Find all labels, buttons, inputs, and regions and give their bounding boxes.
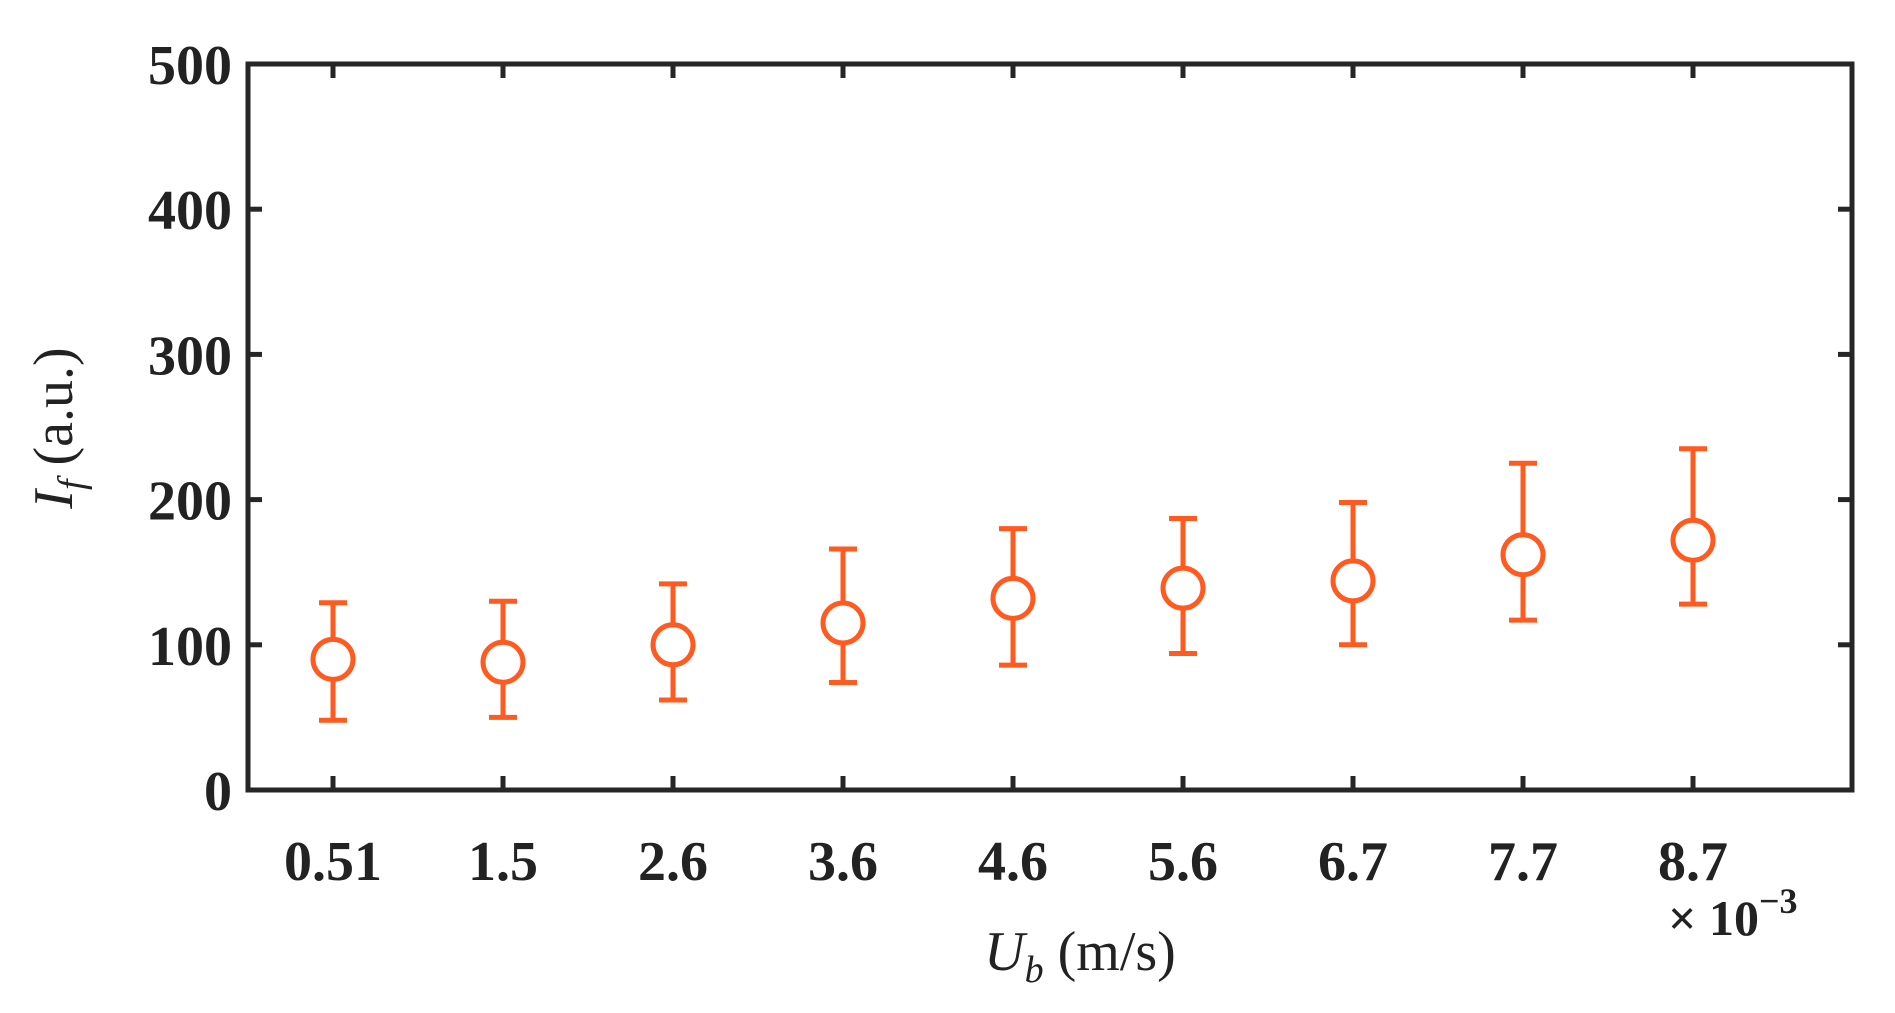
data-point-group [820,546,866,686]
y-tick-label: 300 [148,325,232,387]
x-tick-label: 5.6 [1148,831,1218,893]
x-axis-multiplier: × 10−3 [1668,881,1798,946]
x-tick-label: 4.6 [978,831,1048,893]
x-axis-label-subscript: b [1025,949,1044,991]
data-point-marker [480,639,526,685]
x-axis-label-unit: (m/s) [1044,921,1176,983]
axes [245,61,1855,793]
data-point-marker [820,600,866,646]
x-tick-label: 8.7 [1658,831,1728,893]
data-point-group [310,600,356,723]
axis-labels: Ub (m/s) If (a.u.) × 10−3 [23,347,1798,991]
x-axis-multiplier-base: × 10 [1668,890,1759,946]
x-tick-label: 3.6 [808,831,878,893]
data-point-marker [990,575,1036,621]
y-tick-label: 100 [148,616,232,678]
data-point-group [480,598,526,720]
data-point-group [1670,446,1716,607]
data-point-marker [1500,532,1546,578]
x-axis-label: Ub (m/s) [984,921,1176,991]
data-point-group [990,526,1036,668]
data-point-marker [1670,517,1716,563]
x-tick-label: 7.7 [1488,831,1558,893]
plot-frame [245,61,1855,793]
y-axis-label-unit: (a.u.) [23,347,85,479]
y-tick-label: 400 [148,180,232,242]
data-series [310,446,1716,723]
data-point-group [1500,460,1546,623]
data-point-marker [1160,565,1206,611]
x-tick-label: 6.7 [1318,831,1388,893]
x-axis-label-symbol: U [984,921,1028,983]
y-tick-label: 200 [148,471,232,533]
data-point-marker [310,636,356,682]
x-axis-multiplier-exponent: −3 [1759,881,1798,921]
x-tick-label: 2.6 [638,831,708,893]
data-point-group [1160,515,1206,657]
data-point-marker [1330,558,1376,604]
x-tick-label: 0.51 [284,831,382,893]
data-point-group [1330,500,1376,648]
data-point-group [650,581,696,703]
data-point-marker [650,622,696,668]
y-axis-label-symbol: I [23,488,85,510]
y-tick-label: 0 [204,761,232,823]
y-tick-label: 500 [148,35,232,97]
x-tick-label: 1.5 [468,831,538,893]
ticks: 0 100 200 300 400 500 0.51 1.5 2.6 3.6 4.6 5.6 6.7 7.… [148,35,1852,893]
y-axis-label: If (a.u.) [23,347,93,509]
